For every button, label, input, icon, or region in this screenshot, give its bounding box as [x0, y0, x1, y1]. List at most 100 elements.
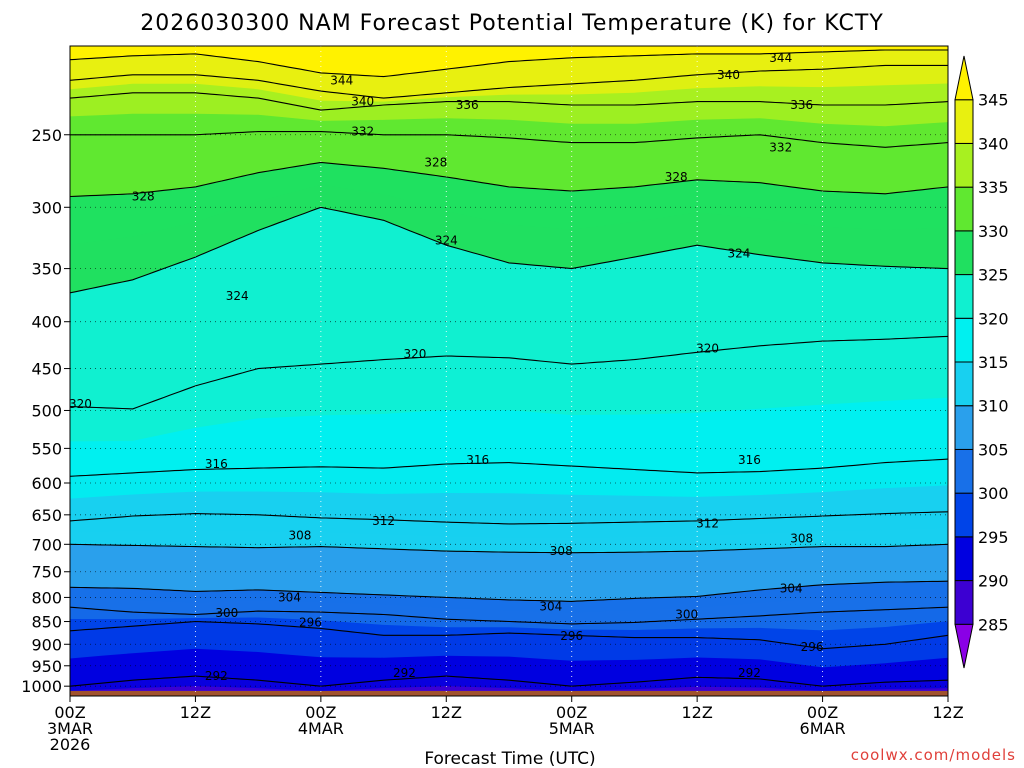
theta-subband	[70, 50, 948, 88]
contour-label: 328	[132, 190, 155, 204]
contour-296	[70, 620, 948, 650]
contour-label: 300	[215, 606, 238, 620]
contour-308	[70, 543, 948, 554]
colorbar-swatch	[954, 274, 974, 319]
contour-304	[70, 580, 948, 602]
theta-subband	[70, 459, 948, 499]
colorbar-swatch	[954, 405, 974, 450]
credit-text: coolwx.com/models	[851, 746, 1016, 764]
x-tick-label: 12Z	[681, 703, 712, 722]
colorbar-swatch	[954, 580, 974, 625]
colorbar-swatch	[954, 99, 974, 144]
colorbar-label: 315	[978, 353, 1009, 372]
contour-label: 328	[665, 170, 688, 184]
colorbar-swatch	[954, 230, 974, 276]
colorbar-label: 310	[978, 397, 1009, 416]
theta-subband	[70, 46, 948, 62]
colorbar-swatch	[954, 492, 974, 538]
colorbar-swatch	[954, 448, 974, 494]
contour-label: 316	[738, 453, 761, 467]
y-tick-label: 950	[31, 657, 62, 676]
theta-subband	[70, 581, 948, 613]
colorbar-label: 290	[978, 572, 1009, 591]
theta-subband	[70, 511, 948, 538]
contour-label: 332	[769, 140, 792, 154]
contour-label: 296	[299, 615, 322, 629]
contour-label: 336	[456, 98, 479, 112]
y-tick-label: 400	[31, 313, 62, 332]
theta-subband	[70, 65, 948, 102]
plot-area	[70, 46, 948, 696]
x-tick-label: 2026	[50, 735, 91, 754]
x-tick-label: 12Z	[431, 703, 462, 722]
contour-label: 308	[288, 529, 311, 543]
y-tick-label: 650	[31, 506, 62, 525]
contour-340	[70, 64, 948, 99]
contour-label: 320	[69, 397, 92, 411]
contour-label: 292	[205, 669, 228, 683]
y-tick-label: 300	[31, 198, 62, 217]
contour-332	[70, 131, 948, 148]
contour-label: 312	[372, 514, 395, 528]
theta-subband	[70, 92, 948, 127]
theta-subband	[70, 544, 948, 578]
grid	[70, 46, 948, 696]
theta-subband	[70, 336, 948, 442]
colorbar-label: 300	[978, 484, 1009, 503]
y-tick-label: 850	[31, 613, 62, 632]
colorbar-label: 285	[978, 615, 1009, 634]
contour-label: 320	[696, 342, 719, 356]
y-axis-ticks: 250 300 350 400 450 500 550 600 650 700 750 800 850 9…	[21, 126, 70, 696]
colorbar-swatch	[954, 361, 974, 407]
contour-lines: 292 292 292 296 296 296 300 300 304 304 304 308 308 3…	[69, 49, 948, 687]
contour-label: 316	[205, 457, 228, 471]
contour-label: 292	[393, 666, 416, 680]
contour-312	[70, 511, 948, 525]
y-tick-label: 600	[31, 474, 62, 493]
theta-subband	[70, 131, 948, 171]
colorbar: 285 290 295 300 305 310 315 320 325 330 335 340 345	[954, 55, 1009, 669]
colorbar-label: 325	[978, 266, 1009, 285]
contour-label: 312	[696, 516, 719, 530]
contour-336	[70, 92, 948, 111]
y-tick-label: 550	[31, 439, 62, 458]
x-tick-label: 6MAR	[800, 719, 846, 738]
colorbar-swatch	[954, 317, 974, 363]
colorbar-swatch	[954, 186, 974, 232]
chart-title: 2026030300 NAM Forecast Potential Temper…	[140, 11, 884, 36]
y-tick-label: 800	[31, 588, 62, 607]
colorbar-label: 305	[978, 440, 1009, 459]
theta-subband	[70, 162, 948, 245]
contour-344	[70, 49, 948, 78]
contour-label: 304	[780, 581, 803, 595]
y-tick-label: 900	[31, 635, 62, 654]
contour-316	[70, 458, 948, 477]
y-tick-label: 450	[31, 360, 62, 379]
x-tick-label: 00Z	[556, 703, 587, 722]
contour-label: 328	[424, 155, 447, 169]
contour-label: 308	[790, 532, 813, 546]
colorbar-label: 295	[978, 528, 1009, 547]
colorbar-label: 330	[978, 222, 1009, 241]
contour-label: 320	[403, 347, 426, 361]
contour-label: 340	[717, 68, 740, 82]
contour-label: 304	[539, 599, 562, 613]
contour-324	[70, 206, 948, 294]
colorbar-label: 335	[978, 178, 1009, 197]
ground-strip	[70, 690, 948, 696]
plot-frame	[69, 45, 949, 697]
y-tick-label: 750	[31, 563, 62, 582]
theta-subband	[70, 607, 948, 631]
contour-label: 308	[550, 544, 573, 558]
y-tick-label: 700	[31, 535, 62, 554]
x-tick-label: 12Z	[932, 703, 963, 722]
x-tick-label: 3MAR	[47, 719, 93, 738]
colorbar-label: 345	[978, 91, 1009, 110]
contour-300	[70, 606, 948, 625]
x-tick-label: 12Z	[180, 703, 211, 722]
contour-label: 344	[769, 51, 792, 65]
contour-label: 292	[738, 666, 761, 680]
y-tick-label: 350	[31, 260, 62, 279]
